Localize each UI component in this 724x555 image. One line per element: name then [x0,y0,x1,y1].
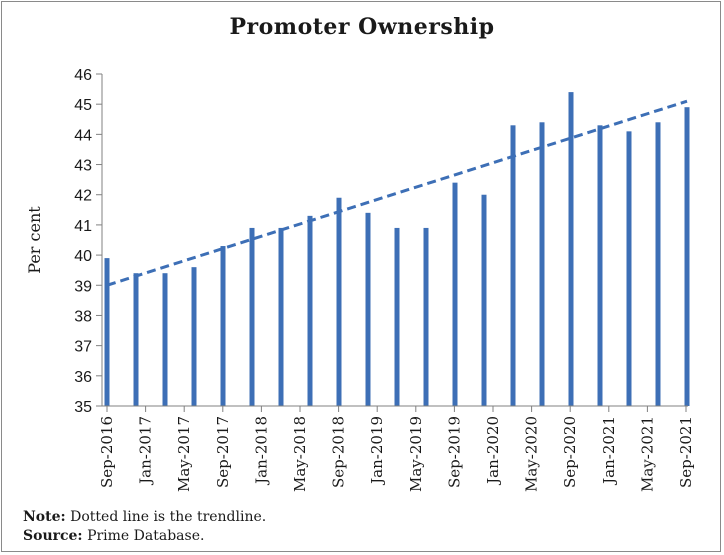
x-tick-label: Sep-2017 [214,416,232,488]
x-tick-label: May-2021 [638,416,656,492]
x-tick-label: Jan-2021 [600,416,618,486]
x-tick-label: May-2020 [523,416,541,492]
y-tick-label: 44 [74,127,92,144]
bar [452,182,458,406]
y-tick-label: 46 [74,67,92,84]
x-tick-label: Sep-2019 [445,416,463,488]
x-tick-label: May-2017 [175,416,193,492]
bars [104,92,690,407]
bar [626,131,632,406]
y-tick-label: 42 [74,188,92,205]
chart-title: Promoter Ownership [229,14,495,40]
bar [655,122,661,407]
x-tick-label: Jan-2019 [368,416,386,486]
bar [104,258,110,406]
source-line: Source: Prime Database. [23,527,266,546]
note-line: Note: Dotted line is the trendline. [23,508,266,527]
x-tick-label: May-2019 [407,416,425,492]
y-tick-label: 36 [74,369,92,386]
x-tick-label: Jan-2017 [137,416,155,486]
x-tick-label: Jan-2020 [484,416,502,486]
bar [162,273,168,406]
bar [191,267,197,406]
x-tick-label: May-2018 [291,416,309,492]
y-tick-label: 35 [74,399,92,416]
y-tick-label: 43 [74,158,92,175]
x-tick-label: Jan-2018 [252,416,270,486]
y-axis: 35 36 37 38 39 40 41 42 43 44 45 46 [74,67,103,416]
trendline [106,99,688,287]
source-text: Prime Database. [87,528,205,544]
bar [510,125,516,407]
bar [684,107,690,406]
trendline-path [106,99,688,287]
y-tick-label: 38 [74,308,92,325]
y-tick-label: 39 [74,278,92,295]
y-tick-label: 40 [74,248,92,265]
bar [481,194,487,406]
x-tick-label: Sep-2021 [677,416,695,488]
bar [336,197,342,406]
bar [133,273,139,406]
x-tick-label: Sep-2020 [561,416,579,488]
x-tick-label: Sep-2016 [98,416,116,488]
y-tick-label: 45 [74,97,92,114]
bar [597,125,603,407]
bar [423,227,429,406]
bar [394,227,400,406]
bar [220,246,226,406]
y-tick-label: 37 [74,339,92,356]
bar [307,215,313,406]
x-tick-label: Sep-2018 [330,416,348,488]
x-axis: Sep-2016 Jan-2017 May-2017 Sep-2017 Jan-2018… [98,405,695,492]
source-label: Source: [23,528,83,544]
y-axis-label: Per cent [25,206,44,274]
bar [278,227,284,406]
bar [539,122,545,407]
chart-notes: Note: Dotted line is the trendline. Sour… [23,508,266,546]
note-text: Dotted line is the trendline. [70,509,267,525]
note-label: Note: [23,509,66,525]
y-tick-label: 41 [74,218,92,235]
bar [568,92,574,406]
bar [365,212,371,406]
bar [249,227,255,406]
